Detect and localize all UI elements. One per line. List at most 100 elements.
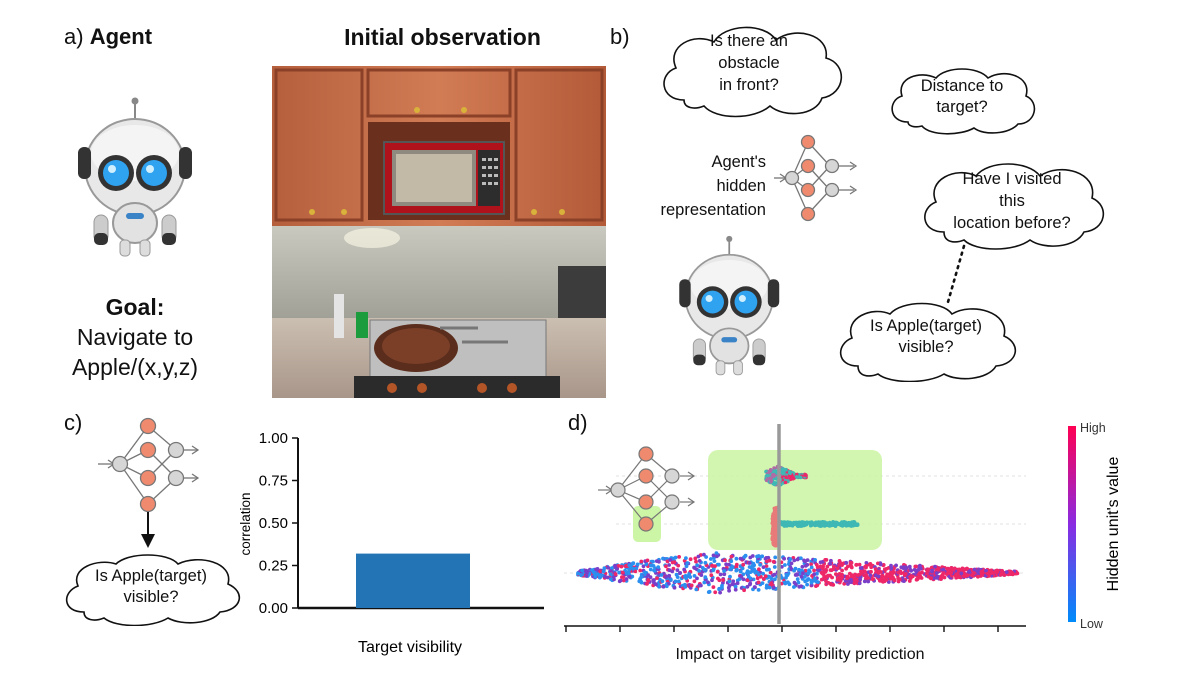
swarm-point [765, 473, 770, 478]
swarm-point [854, 523, 858, 527]
swarm-point [797, 584, 802, 589]
swarm-point [579, 573, 583, 578]
swarm-point [593, 572, 598, 577]
swarm-point [687, 572, 691, 576]
swarm-point [664, 575, 668, 579]
swarm-point [838, 578, 843, 583]
swarm-point [641, 564, 646, 569]
agent-title: Agent [89, 24, 153, 49]
swarm-point [807, 568, 811, 573]
swarm-point [670, 560, 675, 565]
swarm-point [796, 521, 801, 526]
swarm-point [760, 581, 765, 585]
beeswarm-points [576, 464, 1020, 595]
bubble-apple-b-line-1: Is Apple(target) [870, 317, 982, 335]
swarm-point [814, 584, 818, 588]
thought-bubble-distance [891, 68, 1036, 135]
swarm-point [672, 585, 677, 590]
swarm-point [792, 585, 796, 589]
swarm-point [877, 577, 882, 582]
swarm-point [718, 590, 722, 595]
swarm-point [601, 569, 606, 574]
swarm-point [772, 473, 776, 478]
swarm-point [684, 564, 689, 569]
swarm-point [941, 567, 946, 572]
swarm-point [857, 562, 862, 567]
swarm-point [870, 577, 875, 582]
swarm-point [667, 563, 671, 567]
swarm-point [675, 568, 680, 572]
swarm-point [755, 576, 760, 581]
robot-agent-b-icon [679, 235, 780, 376]
swarm-point [862, 569, 867, 574]
bubble-distance-text: Distance to target? [900, 76, 1024, 118]
swarm-point [795, 572, 800, 577]
swarm-point [727, 584, 732, 588]
swarm-point [626, 571, 631, 575]
swarm-point [954, 575, 959, 580]
swarm-point [894, 563, 898, 568]
swarm-point [965, 566, 969, 571]
hidden-rep-line-2: hidden [716, 177, 766, 195]
swarm-point [763, 574, 768, 579]
swarm-point [748, 581, 753, 586]
swarm-point [929, 576, 933, 581]
swarm-point [881, 563, 886, 567]
swarm-point [849, 564, 854, 569]
swarm-point [682, 567, 687, 572]
swarm-point [771, 521, 776, 526]
swarm-point [715, 554, 719, 559]
thought-bubble-apple-b [839, 302, 1016, 382]
swarm-point [741, 562, 746, 567]
swarm-point [789, 561, 794, 566]
y-tick-label: 0.00 [259, 600, 288, 617]
swarm-point [609, 566, 614, 571]
swarm-point [854, 562, 859, 567]
swarm-point [764, 478, 769, 482]
swarm-point [808, 522, 813, 526]
correlation-bar-chart: 0.00 0.25 0.50 0.75 1.00 correlation Target … [238, 430, 544, 656]
swarm-point [697, 569, 701, 573]
swarm-point [888, 570, 893, 575]
goal-line-1: Navigate to [76, 324, 194, 350]
swarm-point [774, 531, 778, 536]
swarm-point [985, 571, 990, 576]
swarm-point [799, 574, 804, 579]
swarm-point [917, 571, 922, 576]
swarm-point [773, 555, 778, 560]
swarm-point [735, 581, 740, 586]
swarm-point [926, 567, 930, 572]
swarm-point [967, 570, 971, 574]
bars [356, 553, 470, 608]
swarm-point [803, 579, 808, 584]
swarm-point [1000, 568, 1004, 573]
swarm-point [799, 556, 803, 561]
swarm-point [716, 576, 720, 581]
swarm-point [934, 571, 939, 575]
swarm-point [772, 482, 777, 487]
swarm-point [694, 587, 699, 592]
swarm-point [972, 567, 977, 572]
swarm-point [728, 574, 732, 579]
panel-c-letter: c) [64, 410, 83, 435]
swarm-point [809, 562, 813, 567]
swarm-point [907, 579, 912, 583]
swarm-point [748, 555, 753, 560]
swarm-point [942, 575, 947, 580]
swarm-point [761, 571, 765, 576]
swarm-point [608, 572, 613, 576]
bubble-distance-line-2: target? [936, 98, 988, 116]
swarm-point [840, 568, 844, 573]
swarm-point [839, 521, 843, 525]
swarm-point [823, 558, 828, 562]
swarm-point [677, 555, 681, 559]
swarm-point [705, 580, 710, 585]
swarm-point [660, 579, 665, 584]
swarm-point [879, 570, 883, 574]
swarm-point [784, 575, 788, 580]
swarm-point [743, 553, 748, 558]
swarm-point [767, 585, 772, 590]
swarm-point [959, 571, 964, 576]
swarm-point [772, 565, 777, 569]
swarm-point [994, 569, 998, 573]
